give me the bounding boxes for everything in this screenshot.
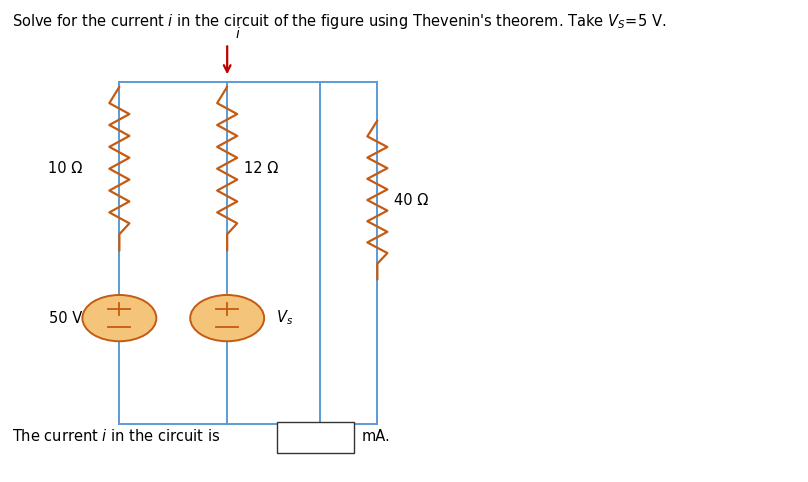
Text: 10 Ω: 10 Ω [48, 161, 82, 176]
Text: 50 V: 50 V [49, 310, 82, 326]
Text: The current $i$ in the circuit is: The current $i$ in the circuit is [11, 428, 220, 444]
FancyBboxPatch shape [277, 422, 354, 453]
Text: Solve for the current $i$ in the circuit of the figure using Thevenin's theorem.: Solve for the current $i$ in the circuit… [11, 12, 667, 31]
Text: $i$: $i$ [235, 26, 241, 41]
Text: $V_s$: $V_s$ [276, 309, 292, 327]
Circle shape [82, 295, 156, 341]
Text: 40 Ω: 40 Ω [394, 192, 428, 208]
Text: 12 Ω: 12 Ω [244, 161, 279, 176]
Circle shape [190, 295, 264, 341]
Text: mA.: mA. [362, 428, 391, 444]
